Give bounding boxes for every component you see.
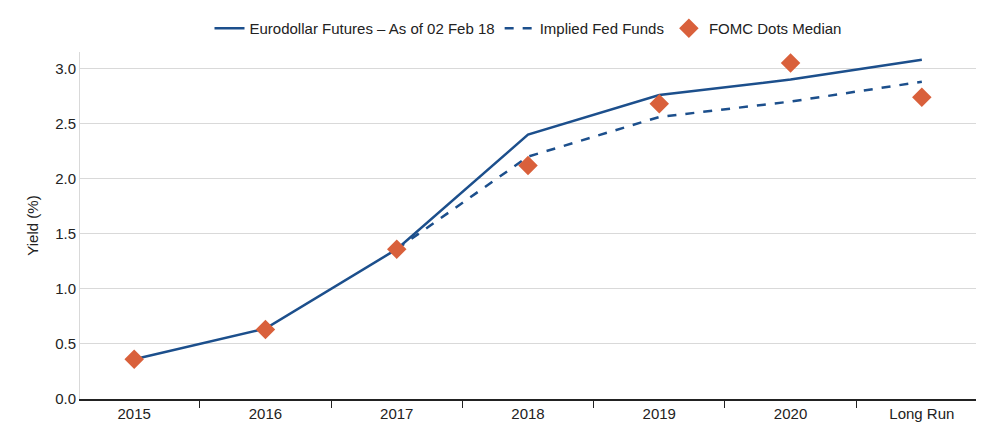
svg-text:2018: 2018	[511, 405, 544, 422]
svg-text:2.5: 2.5	[55, 115, 76, 132]
svg-text:2020: 2020	[774, 405, 807, 422]
svg-text:2015: 2015	[117, 405, 150, 422]
svg-text:2019: 2019	[643, 405, 676, 422]
svg-text:0.5: 0.5	[55, 335, 76, 352]
svg-text:FOMC Dots Median: FOMC Dots Median	[709, 20, 842, 37]
svg-text:3.0: 3.0	[55, 60, 76, 77]
svg-text:Eurodollar Futures – As of 02: Eurodollar Futures – As of 02 Feb 18	[250, 20, 495, 37]
svg-text:2017: 2017	[380, 405, 413, 422]
svg-text:1.0: 1.0	[55, 280, 76, 297]
svg-text:0.0: 0.0	[55, 390, 76, 407]
svg-text:Yield (%): Yield (%)	[24, 195, 41, 255]
svg-text:Long Run: Long Run	[889, 405, 954, 422]
svg-text:2.0: 2.0	[55, 170, 76, 187]
svg-text:1.5: 1.5	[55, 225, 76, 242]
svg-text:Implied Fed Funds: Implied Fed Funds	[540, 20, 664, 37]
svg-text:2016: 2016	[249, 405, 282, 422]
